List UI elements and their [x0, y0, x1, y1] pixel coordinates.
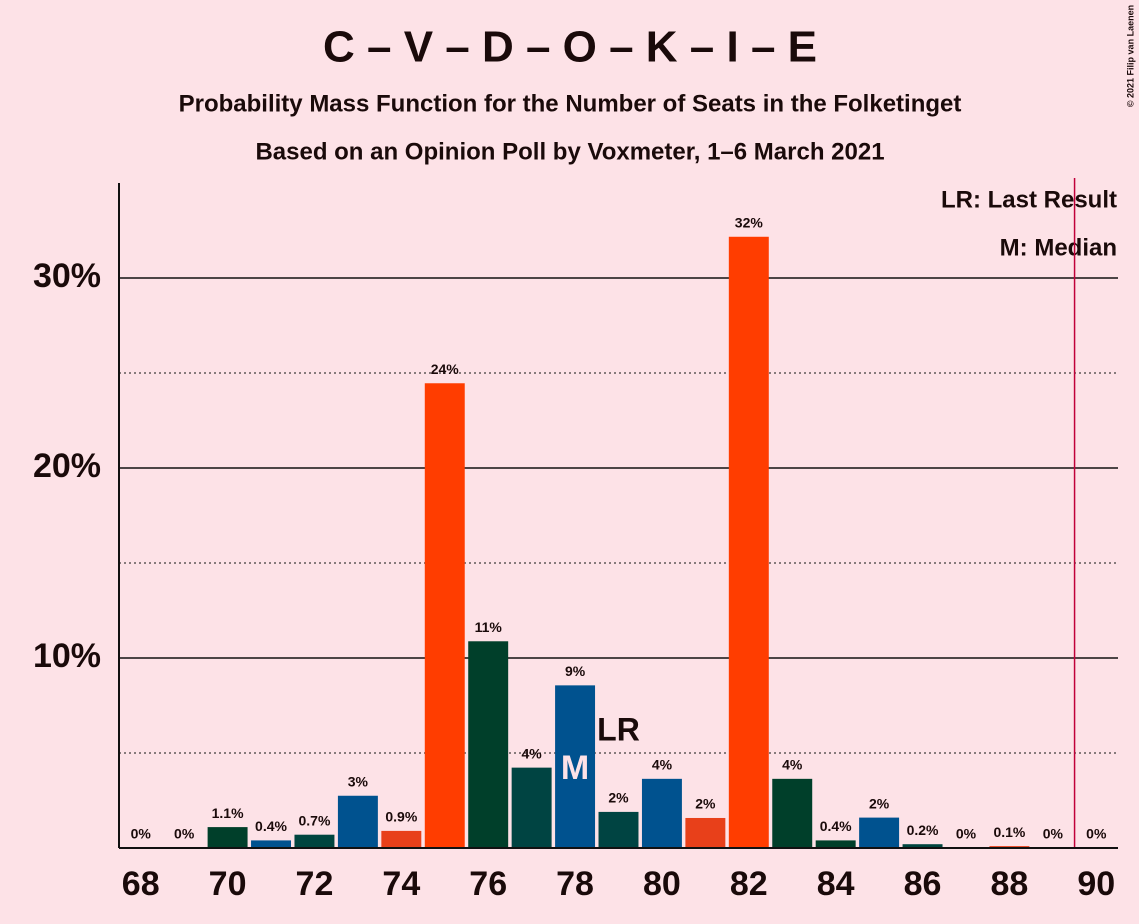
value-label: 0.4% — [255, 818, 287, 834]
value-label: 1.1% — [212, 805, 244, 821]
x-tick-label: 82 — [730, 865, 768, 903]
value-label: 0% — [1043, 826, 1064, 842]
bar — [902, 844, 943, 848]
x-tick-label: 90 — [1077, 865, 1115, 903]
value-label: 0.7% — [298, 812, 330, 828]
value-label: 0.9% — [385, 809, 417, 825]
value-label: 2% — [695, 796, 716, 812]
x-tick-label: 84 — [817, 865, 855, 903]
value-label: 3% — [348, 773, 369, 789]
bar — [772, 778, 813, 848]
bar — [424, 383, 465, 848]
legend-entry: LR: Last Result — [941, 186, 1117, 213]
value-label: 0% — [174, 826, 195, 842]
value-label: 0% — [956, 826, 977, 842]
bar — [381, 830, 422, 848]
value-label: 9% — [565, 663, 586, 679]
value-label: 2% — [608, 790, 629, 806]
value-label: 0% — [1086, 826, 1107, 842]
chart-title: C – V – D – O – K – I – E — [323, 23, 817, 72]
value-label: 11% — [475, 619, 503, 635]
chart-subtitle: Probability Mass Function for the Number… — [179, 90, 962, 117]
last-result-marker: LR — [597, 711, 640, 747]
copyright: © 2021 Filip van Laenen — [1125, 5, 1135, 107]
bar — [511, 767, 552, 848]
bar — [251, 840, 292, 848]
x-tick-label: 78 — [556, 865, 594, 903]
median-marker: M — [561, 749, 589, 787]
value-label: 0.1% — [993, 824, 1025, 840]
x-tick-label: 76 — [469, 865, 507, 903]
value-label: 4% — [652, 757, 673, 773]
bar — [555, 685, 596, 848]
value-label: 24% — [431, 361, 460, 377]
bar — [337, 795, 378, 848]
value-label: 2% — [869, 795, 890, 811]
y-tick-label: 20% — [33, 447, 101, 485]
chart-subtitle: Based on an Opinion Poll by Voxmeter, 1–… — [255, 138, 884, 165]
bar — [859, 817, 900, 848]
bar — [294, 834, 335, 848]
value-label: 32% — [735, 214, 764, 230]
y-tick-label: 10% — [33, 637, 101, 675]
value-label: 0.4% — [820, 818, 852, 834]
x-tick-label: 72 — [296, 865, 334, 903]
x-tick-label: 88 — [990, 865, 1028, 903]
bar — [468, 641, 509, 848]
value-label: 0.2% — [907, 822, 939, 838]
bar — [207, 827, 248, 848]
x-tick-label: 68 — [122, 865, 160, 903]
x-tick-label: 74 — [382, 865, 420, 903]
y-tick-label: 30% — [33, 257, 101, 295]
bar — [641, 778, 682, 848]
legend-entry: M: Median — [1000, 234, 1117, 261]
bar — [598, 811, 639, 848]
bar — [685, 817, 726, 848]
x-tick-label: 86 — [904, 865, 942, 903]
value-label: 4% — [782, 757, 803, 773]
bar — [815, 840, 856, 848]
bar — [728, 236, 769, 848]
value-label: 4% — [522, 745, 543, 761]
x-tick-label: 70 — [209, 865, 247, 903]
value-label: 0% — [131, 826, 152, 842]
x-tick-label: 80 — [643, 865, 681, 903]
